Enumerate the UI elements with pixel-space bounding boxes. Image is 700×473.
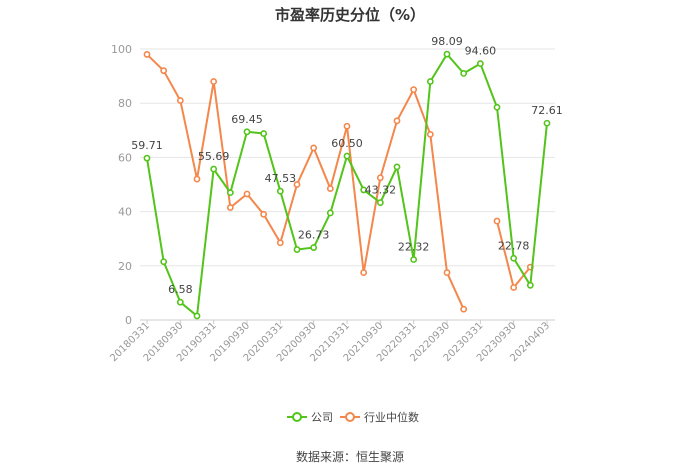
data-label: 60.50 (331, 137, 363, 150)
data-point (410, 86, 418, 94)
y-tick-label-0: 0 (125, 314, 132, 327)
data-point (410, 256, 418, 263)
data-label: 22.78 (498, 239, 530, 252)
data-point (443, 50, 451, 58)
legend-marker-industry-dot (345, 412, 355, 422)
data-label: 98.09 (431, 35, 463, 48)
data-point (443, 269, 451, 276)
y-tick-label-60: 60 (118, 151, 132, 164)
data-point (393, 163, 401, 171)
series-layer (143, 50, 551, 320)
source-note: 数据来源：恒生聚源 (296, 449, 404, 464)
data-point (493, 217, 501, 225)
data-point (543, 119, 551, 127)
data-point (426, 130, 434, 138)
data-label: 22.32 (398, 241, 430, 254)
legend-marker-company-dot (292, 412, 302, 422)
legend-label-company: 公司 (311, 411, 333, 424)
data-point (343, 152, 351, 160)
data-labels: 59.71 6.58 55.69 69.45 47.53 26.73 60.50 43.32 2… (131, 35, 563, 296)
data-point (343, 122, 351, 130)
data-point (276, 239, 284, 247)
data-point (460, 69, 468, 77)
data-point (243, 190, 251, 198)
y-tick-label-40: 40 (118, 206, 132, 219)
data-point (393, 117, 401, 125)
data-point (326, 185, 334, 192)
data-point (226, 189, 234, 197)
data-point (310, 144, 318, 152)
y-tick-label-100: 100 (111, 43, 132, 56)
x-axis: 2018033120180930201903312019093020200331… (108, 319, 555, 364)
data-point (160, 258, 168, 266)
data-point (293, 181, 301, 188)
series-company (143, 50, 551, 320)
y-axis: 0 20 40 60 80 100 (111, 43, 132, 327)
data-point (176, 97, 184, 104)
data-point (160, 67, 168, 75)
data-label: 55.69 (198, 150, 230, 163)
data-point (526, 281, 534, 289)
data-point (260, 210, 268, 218)
data-label: 59.71 (131, 139, 163, 152)
data-point (360, 186, 368, 194)
data-label: 43.32 (365, 184, 397, 197)
legend-item-industry-median[interactable]: 行业中位数 (340, 410, 419, 424)
legend-item-company[interactable]: 公司 (287, 411, 333, 424)
data-point (143, 51, 151, 58)
data-point (460, 305, 468, 313)
data-point (426, 78, 434, 85)
data-point (260, 130, 268, 137)
data-label: 26.73 (298, 229, 330, 242)
data-point (143, 154, 151, 162)
data-point (326, 209, 334, 217)
data-label: 47.53 (265, 172, 297, 185)
data-point (310, 244, 318, 251)
data-point (276, 187, 284, 195)
data-point (176, 298, 184, 306)
chart-title: 市盈率历史分位（%） (275, 6, 425, 24)
data-point (376, 199, 384, 207)
y-tick-label-80: 80 (118, 97, 132, 110)
data-label: 6.58 (168, 283, 193, 296)
data-point (210, 78, 218, 85)
data-point (376, 174, 384, 182)
series-line (146, 53, 548, 317)
data-point (193, 312, 201, 320)
legend[interactable]: 公司 行业中位数 (287, 410, 419, 424)
data-point (243, 128, 251, 136)
data-label: 94.60 (465, 45, 497, 58)
data-point (210, 165, 218, 173)
data-point (226, 204, 234, 211)
data-point (510, 254, 518, 262)
data-label: 72.61 (531, 104, 563, 117)
data-label: 69.45 (231, 113, 263, 126)
data-point (193, 175, 201, 183)
data-point (293, 246, 301, 253)
y-tick-label-20: 20 (118, 260, 132, 273)
legend-label-industry: 行业中位数 (364, 410, 419, 424)
data-point (510, 284, 518, 291)
data-point (360, 269, 368, 276)
data-point (493, 103, 501, 111)
series-industry-median (143, 51, 534, 313)
data-point (476, 60, 484, 68)
